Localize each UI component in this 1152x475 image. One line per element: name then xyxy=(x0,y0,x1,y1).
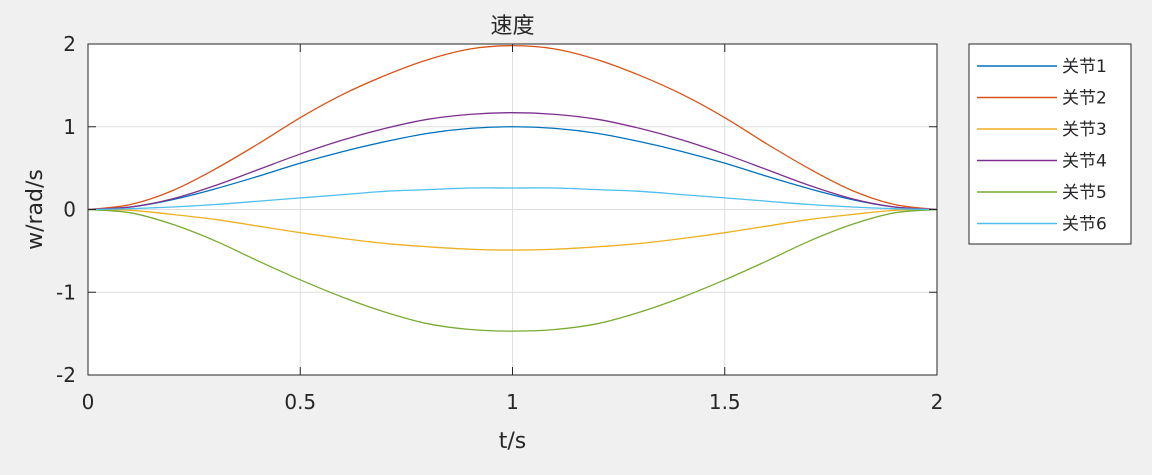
y-tick-label: 2 xyxy=(63,32,76,56)
legend-label-3: 关节3 xyxy=(1062,120,1107,140)
x-tick-label: 1.5 xyxy=(709,390,741,414)
axis-ticks xyxy=(87,43,938,376)
legend: 关节1 关节2 关节3 关节4 关节5 关节6 xyxy=(968,43,1132,245)
legend-label-5: 关节5 xyxy=(1062,183,1107,203)
y-tick-label: -1 xyxy=(56,280,76,304)
legend-box xyxy=(968,43,1132,245)
x-tick-label: 2 xyxy=(931,390,944,414)
series-line-5 xyxy=(87,208,938,332)
y-axis-label: w/rad/s xyxy=(23,169,48,250)
y-tick-label: -2 xyxy=(56,363,76,387)
y-tick-label: 0 xyxy=(63,198,76,222)
series-line-1 xyxy=(87,126,938,211)
series-line-4 xyxy=(87,112,938,211)
x-tick-label: 0.5 xyxy=(284,390,316,414)
x-axis-label: t/s xyxy=(499,429,527,454)
series-line-3 xyxy=(87,208,938,251)
y-tick-label: 1 xyxy=(63,115,76,139)
legend-label-6: 关节6 xyxy=(1062,215,1107,235)
series-lines xyxy=(87,45,938,332)
chart-title: 速度 xyxy=(490,14,534,39)
legend-label-2: 关节2 xyxy=(1062,89,1107,109)
x-tick-label: 0 xyxy=(82,390,95,414)
legend-label-4: 关节4 xyxy=(1062,152,1107,172)
series-line-6 xyxy=(87,187,938,211)
x-tick-label: 1 xyxy=(506,390,519,414)
tick-labels: 0 0.5 1 1.5 2 -2 -1 0 1 2 xyxy=(56,32,943,414)
legend-label-1: 关节1 xyxy=(1062,57,1107,77)
